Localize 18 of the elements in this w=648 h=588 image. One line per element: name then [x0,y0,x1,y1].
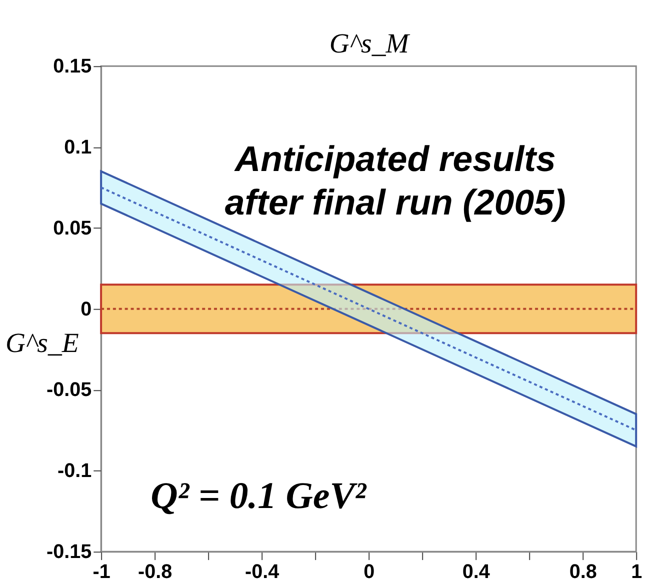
x-tick-label: -1 [92,560,110,583]
x-tick-label: 1 [631,560,642,583]
y-tick-label: -0.15 [46,541,92,564]
y-tick-label: 0.15 [53,56,92,78]
annotation: Anticipated results after final run (2005) [224,139,566,223]
x-axis-title: G^s_M [329,28,411,60]
x-tick-label: 0 [364,560,375,583]
y-tick-label: 0.05 [53,217,92,240]
y-tick-label: 0.1 [64,136,92,158]
annotation: Q² = 0.1 GeV² [150,475,367,518]
x-tick-label: 0.4 [462,560,490,583]
x-tick-label: -0.8 [138,560,172,583]
y-tick-label: -0.05 [46,379,92,402]
x-tick-label: 0.8 [569,560,597,583]
y-tick-label: -0.1 [58,460,92,482]
y-tick-label: 0 [80,298,92,320]
y-axis-title: G^s_E [5,328,79,359]
x-tick-label: -0.4 [245,560,280,583]
